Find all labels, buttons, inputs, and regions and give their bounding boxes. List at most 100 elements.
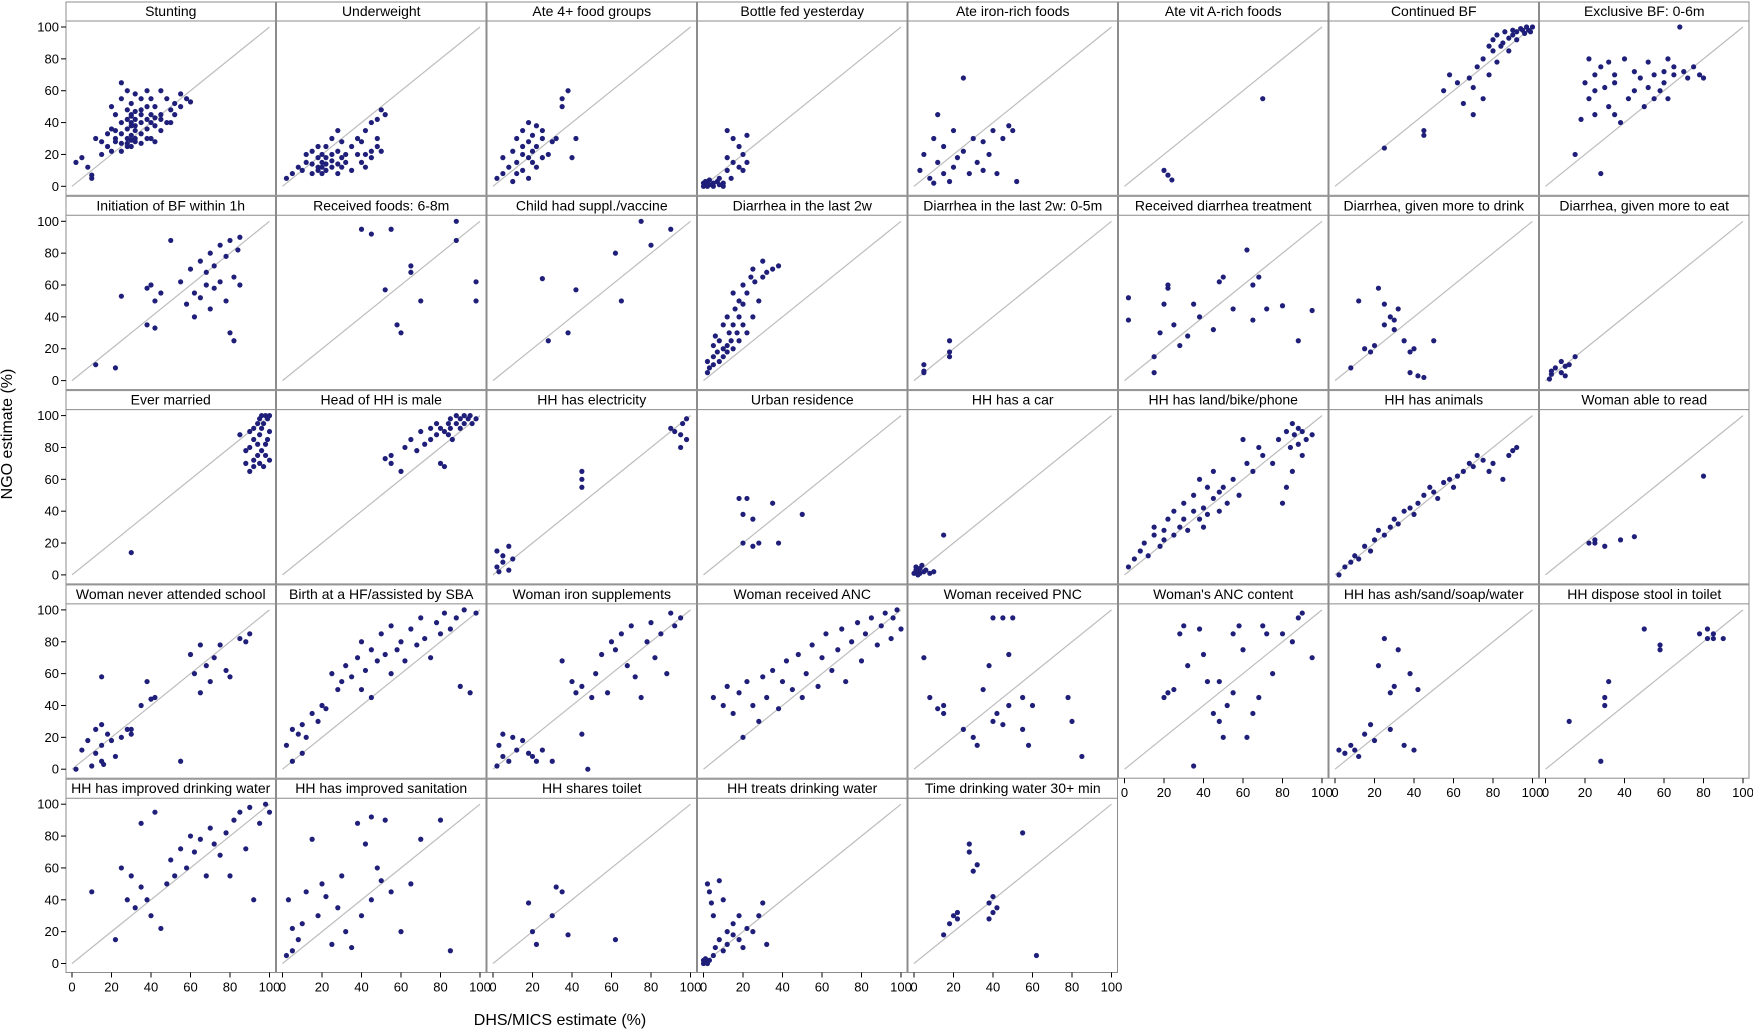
data-point (1552, 365, 1558, 371)
identity-line (913, 609, 1112, 770)
data-point (1480, 96, 1486, 102)
data-point (1645, 84, 1651, 91)
data-point (362, 151, 369, 158)
data-point (1602, 543, 1608, 549)
data-point (1562, 363, 1568, 369)
data-point (422, 441, 428, 447)
data-point (732, 306, 738, 312)
data-point (890, 615, 896, 621)
data-point (1196, 314, 1203, 320)
identity-line (1334, 26, 1533, 187)
data-point (500, 559, 506, 565)
identity-line (1545, 609, 1744, 770)
data-point (1270, 671, 1276, 677)
data-point (1240, 647, 1246, 653)
data-point (299, 921, 305, 927)
data-point (187, 651, 194, 658)
data-point (158, 127, 164, 134)
data-point (1236, 623, 1242, 629)
data-point (183, 96, 190, 102)
data-point (750, 543, 756, 549)
data-point (494, 548, 500, 554)
data-point (461, 413, 467, 419)
data-point (315, 155, 321, 161)
data-point (1395, 647, 1401, 653)
data-point (223, 253, 229, 259)
data-point (1177, 524, 1183, 530)
data-point (251, 425, 257, 431)
panel: HH has improved sanitation 0 20 40 60 80 100 (276, 778, 491, 995)
data-point (553, 884, 559, 890)
data-point (283, 175, 290, 181)
data-point (1621, 56, 1628, 62)
y-tick-label: 100 (37, 408, 59, 423)
data-point (394, 322, 400, 328)
data-point (414, 448, 420, 454)
data-point (1500, 40, 1506, 46)
data-point (1700, 473, 1707, 479)
data-point (138, 96, 144, 102)
data-point (368, 148, 374, 154)
identity-line (1334, 415, 1533, 576)
data-point (158, 925, 164, 932)
data-point (500, 753, 506, 760)
data-point (1171, 686, 1177, 693)
data-point (354, 135, 361, 142)
y-tick-label: 80 (45, 51, 59, 66)
data-point (730, 322, 736, 328)
data-point (744, 495, 750, 502)
data-point (941, 532, 947, 538)
data-point (93, 726, 99, 732)
data-point (1401, 508, 1407, 514)
data-point (618, 631, 624, 637)
data-point (197, 690, 203, 696)
data-point (1244, 734, 1250, 740)
data-point (262, 452, 269, 459)
data-point (1279, 500, 1286, 506)
data-point (343, 151, 349, 158)
x-tick-label: 100 (1101, 980, 1123, 995)
data-point (152, 139, 158, 145)
data-point (1309, 307, 1315, 314)
data-point (183, 301, 190, 307)
data-point (1598, 758, 1604, 764)
data-point (255, 452, 261, 459)
data-point (138, 119, 144, 126)
panel: Woman never attended school 0 20 40 60 80 100 (37, 584, 276, 779)
panel: Time drinking water 30+ min 0 20 40 60 80 100 (907, 778, 1123, 995)
data-point (1220, 484, 1226, 490)
data-point (473, 298, 479, 304)
data-point (710, 342, 716, 349)
data-point (815, 683, 821, 689)
data-point (931, 135, 937, 142)
data-point (927, 175, 933, 181)
data-point (736, 338, 742, 344)
data-point (994, 170, 1000, 177)
data-point (744, 925, 750, 932)
data-point (1291, 432, 1297, 438)
y-tick-label: 20 (45, 147, 59, 162)
data-point (756, 718, 762, 725)
data-point (1645, 59, 1651, 65)
data-point (237, 432, 243, 438)
data-point (1210, 468, 1216, 474)
data-point (449, 436, 455, 443)
data-point (1210, 710, 1216, 717)
y-tick-label: 100 (37, 20, 59, 35)
data-point (559, 889, 565, 895)
data-point (1336, 747, 1342, 753)
data-point (724, 941, 730, 947)
data-point (1696, 631, 1703, 637)
data-point (203, 663, 209, 669)
data-point (378, 631, 384, 637)
data-point (1151, 532, 1157, 538)
data-point (750, 266, 756, 272)
data-point (706, 182, 713, 188)
data-point (1651, 72, 1657, 78)
panel-title: Diarrhea, given more to eat (1559, 197, 1729, 213)
data-point (683, 416, 690, 422)
x-tick-label: 80 (1275, 785, 1289, 800)
x-tick-label: 20 (946, 980, 960, 995)
data-point (453, 237, 459, 244)
data-point (1592, 72, 1598, 78)
